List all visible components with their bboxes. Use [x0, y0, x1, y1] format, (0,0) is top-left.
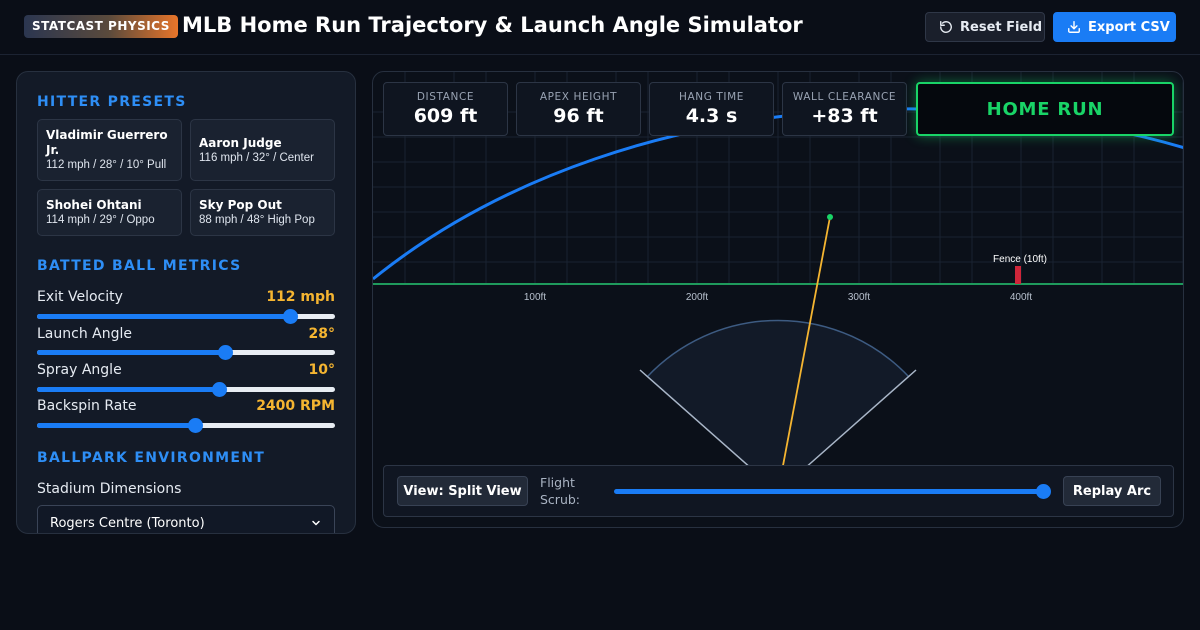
backspin-rate-label: Backspin Rate [37, 398, 137, 414]
preset-aaron-judge[interactable]: Aaron Judge 116 mph / 32° / Center [190, 119, 335, 181]
distance-tick-label: 100ft [524, 292, 546, 303]
slider-fill [37, 314, 291, 319]
backspin-rate-slider[interactable] [37, 418, 335, 433]
hang-time-stat-card: HANG TIME 4.3 s [649, 82, 774, 136]
flight-scrub-slider[interactable] [614, 484, 1051, 499]
preset-stats: 114 mph / 29° / Oppo [46, 214, 155, 226]
spray-angle-slider[interactable] [37, 382, 335, 397]
stadium-select[interactable]: Rogers Centre (Toronto) [37, 505, 335, 533]
apex-height-stat-card: APEX HEIGHT 96 ft [516, 82, 641, 136]
preset-name: Aaron Judge [199, 135, 282, 150]
control-panel: HITTER PRESETS Vladimir Guerrero Jr. 112… [16, 71, 356, 534]
preset-name: Vladimir Guerrero Jr. [46, 128, 168, 157]
ballpark-environment-title: BALLPARK ENVIRONMENT [37, 450, 266, 466]
download-icon [1068, 21, 1080, 33]
export-csv-label: Export CSV [1088, 19, 1170, 35]
exit-velocity-label: Exit Velocity [37, 289, 123, 305]
fence-label: Fence (10ft) [993, 254, 1047, 265]
slider-fill [37, 350, 225, 355]
statcast-badge: STATCAST PHYSICS [24, 15, 178, 38]
playback-controls: View: Split View Flight Scrub: Replay Ar… [383, 465, 1174, 517]
chevron-down-icon [312, 520, 320, 526]
hitter-presets-title: HITTER PRESETS [37, 94, 187, 110]
slider-thumb[interactable] [1036, 484, 1051, 499]
hang-time-stat-value: 4.3 s [685, 105, 738, 127]
apex-height-stat-value: 96 ft [553, 105, 604, 127]
backspin-rate-value: 2400 RPM [256, 398, 335, 414]
apex-height-stat-label: APEX HEIGHT [539, 91, 618, 103]
stadium-dimensions-label: Stadium Dimensions [37, 481, 182, 497]
export-csv-button[interactable]: Export CSV [1053, 12, 1176, 42]
reset-field-label: Reset Field [960, 19, 1043, 35]
slider-thumb[interactable] [187, 418, 203, 433]
wall-clearance-stat-label: WALL CLEARANCE [792, 91, 897, 103]
preset-stats: 112 mph / 28° / 10° Pull [46, 159, 167, 171]
preset-shohei-ohtani[interactable]: Shohei Ohtani 114 mph / 29° / Oppo [37, 189, 182, 236]
wall-clearance-stat-card: WALL CLEARANCE +83 ft [782, 82, 907, 136]
launch-angle-slider[interactable] [37, 345, 335, 360]
reset-field-button[interactable]: Reset Field [925, 12, 1045, 42]
page-title: MLB Home Run Trajectory & Launch Angle S… [182, 13, 803, 37]
view-mode-button[interactable]: View: Split View [397, 476, 528, 506]
flight-scrub-label: Flight Scrub: [540, 475, 581, 507]
reset-icon [940, 21, 952, 33]
slider-thumb[interactable] [211, 382, 227, 397]
preset-vladimir-guerrero[interactable]: Vladimir Guerrero Jr. 112 mph / 28° / 10… [37, 119, 182, 181]
distance-tick-label: 200ft [686, 292, 708, 303]
launch-angle-label: Launch Angle [37, 326, 132, 342]
preset-stats: 116 mph / 32° / Center [199, 151, 314, 164]
distance-stat-value: 609 ft [413, 105, 478, 127]
slider-thumb[interactable] [283, 309, 299, 324]
slider-fill [37, 387, 219, 392]
preset-sky-pop-out[interactable]: Sky Pop Out 88 mph / 48° High Pop [190, 189, 335, 236]
preset-name: Shohei Ohtani [46, 198, 142, 212]
hang-time-stat-label: HANG TIME [678, 91, 744, 103]
distance-tick-label: 400ft [1010, 292, 1032, 303]
outfield-wall-arc [646, 319, 910, 378]
launch-angle-value: 28° [308, 326, 335, 342]
preset-stats: 88 mph / 48° High Pop [199, 214, 315, 226]
fence-marker [1015, 266, 1021, 284]
distance-stat-label: DISTANCE [416, 91, 475, 103]
spray-direction-line [777, 216, 831, 493]
spray-angle-value: 10° [308, 362, 335, 378]
trajectory-canvas: 100ft 200ft 300ft 400ft Fence (10ft) [373, 72, 1183, 522]
outfield-fan [647, 320, 909, 492]
stadium-selected-value: Rogers Centre (Toronto) [50, 515, 205, 531]
exit-velocity-slider[interactable] [37, 309, 335, 324]
slider-thumb[interactable] [217, 345, 233, 360]
spray-angle-label: Spray Angle [37, 362, 122, 378]
exit-velocity-value: 112 mph [266, 289, 335, 305]
wall-clearance-stat-value: +83 ft [811, 105, 878, 127]
batted-ball-metrics-title: BATTED BALL METRICS [37, 258, 242, 274]
distance-tick-label: 300ft [848, 292, 870, 303]
landing-point [827, 214, 833, 220]
field-visualization: 100ft 200ft 300ft 400ft Fence (10ft) DIS… [372, 71, 1184, 528]
replay-arc-button[interactable]: Replay Arc [1063, 476, 1161, 506]
slider-fill [37, 423, 195, 428]
home-run-verdict: HOME RUN [916, 82, 1174, 136]
app-header: STATCAST PHYSICS MLB Home Run Trajectory… [0, 0, 1200, 55]
preset-name: Sky Pop Out [199, 198, 282, 212]
distance-stat-card: DISTANCE 609 ft [383, 82, 508, 136]
